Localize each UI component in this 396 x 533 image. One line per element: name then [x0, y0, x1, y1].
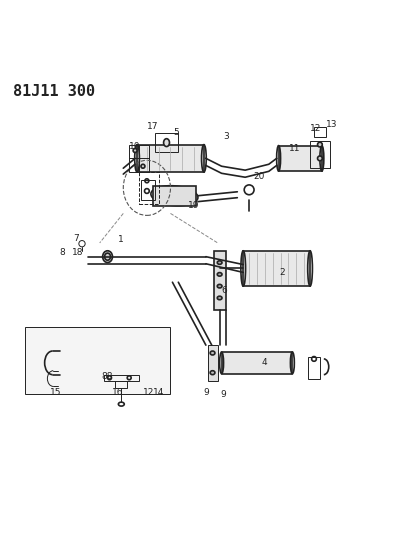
Text: 2: 2: [280, 268, 286, 277]
Ellipse shape: [133, 149, 137, 152]
Text: 15: 15: [50, 388, 61, 397]
Bar: [104, 375, 139, 381]
Ellipse shape: [217, 261, 222, 264]
Bar: [308, 357, 320, 378]
Text: 12: 12: [143, 388, 154, 397]
Text: 9: 9: [221, 390, 227, 399]
Ellipse shape: [318, 142, 322, 147]
Text: 10: 10: [129, 142, 141, 151]
Bar: [141, 180, 155, 200]
Ellipse shape: [217, 285, 222, 288]
Bar: [153, 186, 196, 206]
Text: 3: 3: [223, 132, 229, 141]
Text: 81J11 300: 81J11 300: [13, 84, 95, 99]
Text: 16: 16: [112, 388, 123, 397]
Bar: [137, 144, 204, 172]
Ellipse shape: [164, 139, 169, 147]
Bar: [310, 141, 330, 168]
Text: 20: 20: [253, 172, 265, 181]
Text: 11: 11: [289, 144, 300, 153]
Ellipse shape: [141, 164, 145, 168]
Ellipse shape: [103, 251, 112, 263]
Text: 19: 19: [188, 201, 200, 210]
Text: 1: 1: [118, 235, 124, 244]
Bar: [314, 127, 326, 137]
Text: 8: 8: [59, 248, 65, 257]
Ellipse shape: [217, 272, 222, 276]
Bar: [214, 251, 226, 310]
Bar: [243, 251, 310, 286]
Text: 4: 4: [262, 358, 268, 367]
Text: 9: 9: [203, 388, 209, 397]
Bar: [222, 352, 292, 374]
Bar: [155, 133, 178, 152]
Text: 18: 18: [72, 248, 84, 257]
Bar: [279, 146, 322, 171]
Ellipse shape: [210, 351, 215, 355]
Text: 7: 7: [73, 235, 79, 244]
Text: 12: 12: [310, 124, 322, 133]
Text: 88: 88: [102, 372, 113, 381]
Bar: [208, 345, 218, 381]
Text: 14: 14: [153, 388, 164, 397]
Ellipse shape: [318, 156, 322, 161]
Bar: [129, 144, 149, 172]
Ellipse shape: [210, 371, 215, 375]
Bar: [115, 381, 127, 389]
Text: 13: 13: [326, 120, 337, 130]
Ellipse shape: [151, 185, 198, 206]
Ellipse shape: [217, 296, 222, 300]
Text: 17: 17: [147, 123, 158, 132]
Text: 5: 5: [173, 128, 179, 138]
Bar: [25, 327, 170, 394]
Bar: [139, 172, 159, 204]
Text: 6: 6: [222, 286, 228, 295]
